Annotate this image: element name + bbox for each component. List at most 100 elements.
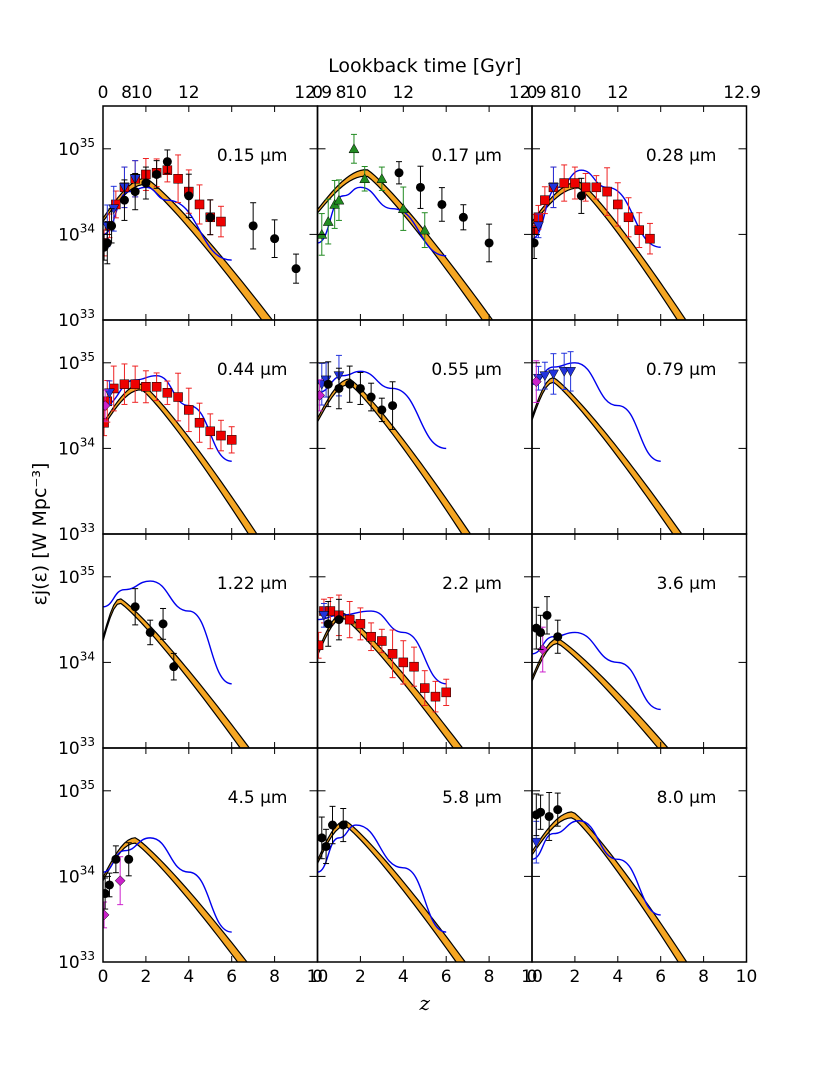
red-square-point <box>355 619 366 629</box>
red-square-point <box>194 199 205 210</box>
black-circle-point <box>553 632 563 642</box>
red-square-point <box>130 379 140 389</box>
red-square-point <box>377 636 387 646</box>
model-band <box>532 376 683 534</box>
top-tick-label: 8 <box>550 83 561 103</box>
top-tick-label: 12.9 <box>294 83 332 103</box>
black-circle-point <box>338 820 348 830</box>
red-square-point <box>317 640 324 651</box>
y-tick-label: 1033 <box>58 735 95 759</box>
black-circle-point <box>130 187 140 197</box>
panel-12-label: 8.0 μm <box>657 788 717 808</box>
blue-triangle-point <box>533 221 544 232</box>
panel-10-label: 4.5 μm <box>228 788 288 808</box>
black-circle-point <box>145 627 155 637</box>
top-tick-label: 10 <box>131 83 153 103</box>
green-triangle-point <box>419 224 431 235</box>
model-band <box>103 177 274 320</box>
black-circle-point <box>111 854 121 864</box>
black-circle-point <box>323 379 333 389</box>
black-circle-point <box>130 602 140 612</box>
x-tick-label: 6 <box>441 967 452 987</box>
panel-8-plot <box>317 594 464 748</box>
black-circle-point <box>576 191 586 201</box>
blue-triangle-point <box>539 371 551 382</box>
y-tick-label: 1033 <box>58 949 95 973</box>
x-tick-label: 0 <box>98 967 109 987</box>
top-tick-label: 10 <box>560 83 582 103</box>
blue-model-curve <box>532 820 661 916</box>
panel-12-plot <box>532 792 688 962</box>
panel-4-label: 0.44 μm <box>217 360 288 380</box>
top-tick-label: 0 <box>98 83 109 103</box>
red-square-point <box>141 382 151 392</box>
red-square-point <box>103 417 109 428</box>
model-band <box>317 169 494 320</box>
green-triangle-point <box>333 194 345 205</box>
x-tick-label: 10 <box>521 967 543 987</box>
x-tick-label: 2 <box>355 967 366 987</box>
top-tick-label: 12 <box>607 83 629 103</box>
model-band <box>532 180 687 320</box>
magenta-diamond-point <box>532 376 542 387</box>
red-square-point <box>623 212 634 223</box>
black-circle-point <box>377 405 387 415</box>
black-circle-point <box>119 195 129 205</box>
red-square-point <box>645 233 655 244</box>
y-tick-label: 1033 <box>58 307 95 331</box>
black-circle-point <box>103 889 110 899</box>
x-tick-label: 4 <box>183 967 194 987</box>
red-square-point <box>366 631 376 642</box>
red-square-point <box>559 178 569 188</box>
top-tick-label: 12.9 <box>509 83 547 103</box>
panel-10-plot <box>103 837 248 962</box>
red-square-point <box>409 661 419 672</box>
black-circle-point <box>437 199 447 209</box>
panel-9-plot <box>532 596 669 748</box>
black-circle-point <box>107 221 117 231</box>
panel-7-label: 1.22 μm <box>217 574 288 594</box>
panel-9-label: 3.6 μm <box>657 574 717 594</box>
x-tick-label: 0 <box>527 967 538 987</box>
panel-5-frame <box>316 319 533 535</box>
y-tick-label: 1034 <box>58 649 95 673</box>
green-triangle-point <box>348 143 360 154</box>
top-axis-label: Lookback time [Gyr] <box>328 55 521 77</box>
top-tick-label: 12 <box>392 83 414 103</box>
black-circle-point <box>366 392 376 402</box>
panel-6-plot <box>532 351 683 534</box>
green-triangle-point <box>397 203 409 213</box>
x-tick-label: 8 <box>269 967 280 987</box>
black-circle-point <box>205 212 215 222</box>
x-axis-label: z <box>418 991 430 1015</box>
panel-3-label: 0.28 μm <box>646 146 717 166</box>
model-band <box>317 820 467 962</box>
red-square-point <box>216 430 226 441</box>
red-square-point <box>634 225 644 235</box>
red-square-point <box>173 392 183 402</box>
panel-11-frame <box>316 747 533 963</box>
x-tick-label: 6 <box>655 967 666 987</box>
red-square-point <box>226 435 237 445</box>
black-circle-point <box>184 191 194 201</box>
black-circle-point <box>162 157 172 167</box>
x-tick-label: 4 <box>398 967 409 987</box>
x-tick-label: 10 <box>307 967 329 987</box>
top-tick-label: 8 <box>121 83 132 103</box>
black-circle-point <box>158 619 168 629</box>
black-circle-point <box>415 182 425 192</box>
black-circle-point <box>169 662 179 672</box>
black-circle-point <box>553 805 563 815</box>
blue-model-curve <box>103 837 232 933</box>
panel-7-plot <box>103 580 251 748</box>
x-tick-label: 0 <box>312 967 323 987</box>
top-tick-label: 12.9 <box>723 83 761 103</box>
x-tick-label: 6 <box>226 967 237 987</box>
black-circle-point <box>328 820 338 830</box>
black-circle-point <box>317 833 327 843</box>
red-square-point <box>580 182 591 193</box>
red-square-point <box>570 178 580 188</box>
black-circle-point <box>248 221 258 231</box>
